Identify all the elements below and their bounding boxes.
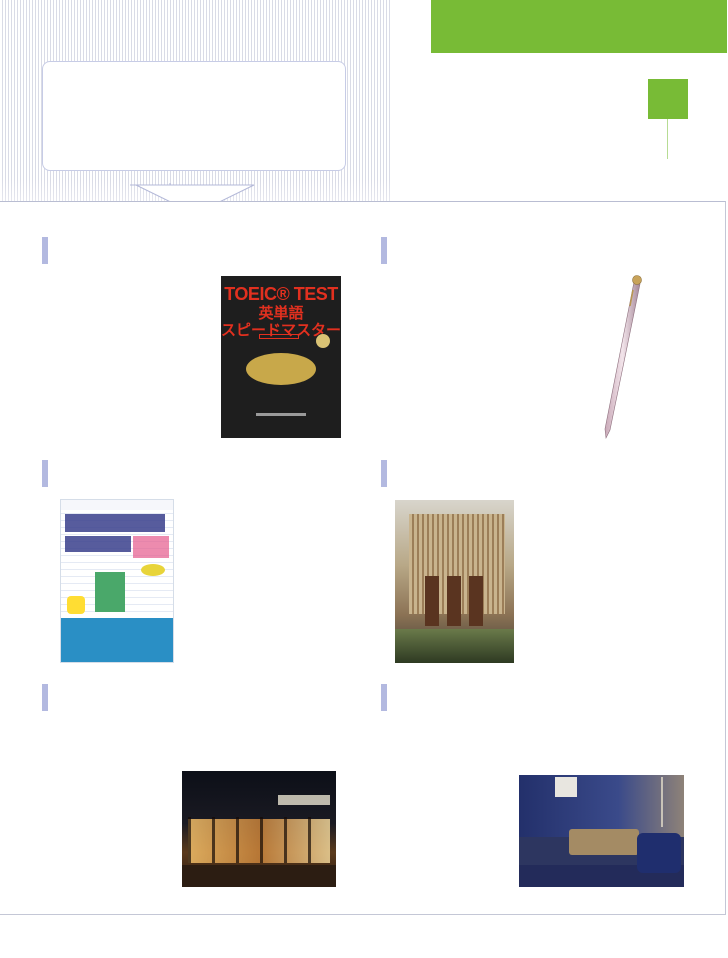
section-marker-pen	[381, 237, 387, 264]
down-arrow-icon	[130, 183, 255, 215]
cd-badge-icon	[316, 334, 330, 348]
publisher-mark	[221, 413, 341, 416]
hourglass-storefront-photo	[182, 771, 336, 887]
toeic-book-cover-image: TOEIC® TEST 英単語 スピードマスター	[221, 276, 341, 438]
room-wall	[519, 775, 684, 837]
package-craft-book-cover-image	[60, 499, 174, 663]
toeic-title-line1: TOEIC® TEST	[224, 284, 338, 304]
green-square-marker	[648, 79, 688, 119]
section-marker-hourglass	[42, 684, 48, 711]
storefront-window	[447, 576, 461, 626]
gold-oval-badge	[246, 353, 316, 385]
floor-lamp	[661, 777, 663, 827]
toeic-title-line2: 英単語	[258, 305, 304, 322]
section-marker-toeic	[42, 237, 48, 264]
bag-craft-icon	[67, 596, 85, 614]
pen-product-image	[604, 275, 642, 440]
store-sign	[278, 795, 330, 805]
sofa	[569, 829, 639, 855]
header-green-band	[431, 0, 727, 53]
section-marker-craft	[42, 460, 48, 487]
cover-bottom-band	[61, 618, 173, 662]
cover-top-strip	[61, 500, 173, 510]
sidewalk	[182, 865, 336, 887]
fish-craft-icon	[141, 564, 165, 576]
green-vertical-line	[667, 119, 668, 159]
window-mullions	[188, 817, 330, 863]
armchair	[637, 833, 681, 873]
section-marker-interior	[381, 684, 387, 711]
robot-craft-icon	[95, 572, 125, 612]
cover-subtitle-block	[65, 536, 131, 552]
bulgari-storefront-photo	[395, 500, 514, 663]
wall-picture	[555, 777, 577, 797]
storefront-window	[469, 576, 483, 626]
storefront-window	[425, 576, 439, 626]
planter-hedge	[395, 629, 514, 663]
toeic-title-line3: スピードマスター	[221, 322, 341, 339]
section-marker-bulgari	[381, 460, 387, 487]
edition-badge	[259, 334, 299, 339]
living-room-interior-photo	[519, 775, 684, 887]
intro-speech-box	[42, 61, 346, 171]
cover-title-block	[65, 514, 165, 532]
cover-pink-label	[133, 536, 169, 558]
